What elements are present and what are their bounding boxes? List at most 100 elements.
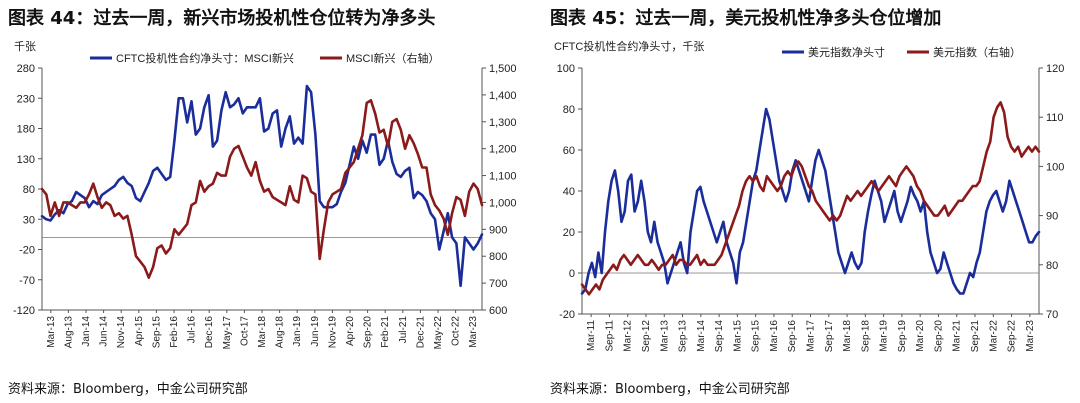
series-line-left-axis [40,84,484,288]
x-tick-label: May-22 [433,316,444,350]
right-tick-label: 1,300 [489,117,517,129]
chart-svg: 千张 280 230 180 130 80 30 -20 -70 -120 1,500 1,400 1,… [13,40,517,350]
left-tick-label: 80 [563,104,575,116]
x-tick-label: Jun-14 [99,316,110,347]
left-tick-label: -20 [19,245,35,257]
x-tick-label: Mar-18 [257,316,268,348]
left-tick-label: -120 [13,305,35,317]
x-tick-label: Sep-18 [860,320,871,353]
x-tick-label: Mar-13 [46,316,57,348]
right-tick-label: 800 [489,251,507,263]
chart-panel-44: 图表 44：过去一周，新兴市场投机性仓位转为净多头 千张 280 230 180 130… [8,8,517,397]
x-tick-label: Jan-19 [292,316,303,347]
x-tick-label: Mar-13 [659,320,670,352]
chart-source: 资料来源：Bloomberg，中金公司研究部 [8,382,248,397]
right-tick-label: 110 [1046,112,1064,124]
x-tick-label: Apr-15 [134,316,145,346]
left-tick-label: 280 [17,63,35,75]
x-tick-label: Nov-19 [327,316,338,349]
x-tick-label: Sep-19 [897,320,908,353]
x-tick-label: Mar-15 [732,320,743,352]
right-tick-label: 900 [489,224,507,236]
legend-label: MSCI新兴（右轴） [346,51,440,65]
x-tick-label: Mar-17 [806,320,817,352]
x-tick-label: Dec-21 [415,316,426,349]
x-tick-label: Mar-14 [696,320,707,352]
left-tick-label: 40 [563,186,575,198]
unit-label: CFTC投机性合约净头寸，千张 [554,39,704,53]
x-tick-label: Mar-23 [1025,320,1036,352]
x-tick-label: Jun-19 [310,316,321,347]
legend-label: 美元指数净头寸 [808,45,885,59]
left-tick-label: -20 [559,309,575,321]
x-tick-label: Mar-22 [988,320,999,352]
x-tick-label: Mar-18 [842,320,853,352]
x-tick-label: Dec-16 [204,316,215,349]
left-tick-label: 30 [23,214,35,226]
unit-label: 千张 [14,40,36,53]
right-tick-label: 70 [1046,309,1058,321]
x-tick-label: Mar-11 [586,320,597,351]
series-line-right-axis [580,101,1041,296]
x-tick-label: Sep-11 [604,320,615,352]
x-tick-label: Sep-15 [151,316,162,349]
x-tick-label: Jan-14 [81,316,92,347]
x-tick-label: Sep-17 [824,320,835,353]
right-tick-label: 700 [489,278,507,290]
x-tick-label: Oct-17 [239,316,250,346]
chart-title: 图表 45：过去一周，美元投机性净多头仓位增加 [550,8,942,29]
x-tick-label: Jul-21 [398,316,409,344]
left-tick-label: 60 [563,145,575,157]
x-tick-label: Apr-20 [345,316,356,346]
left-tick-label: -70 [19,275,35,287]
x-tick-label: Sep-20 [363,316,374,349]
right-tick-label: 80 [1046,260,1058,272]
x-tick-label: Feb-16 [169,316,180,348]
x-tick-label: Sep-16 [787,320,798,353]
chart-source: 资料来源：Bloomberg，中金公司研究部 [550,382,790,397]
right-tick-label: 1,200 [489,144,517,156]
left-tick-label: 0 [569,268,575,280]
left-tick-label: 100 [557,63,575,75]
x-tick-label: Mar-23 [468,316,479,348]
chart-svg: CFTC投机性合约净头寸，千张 100 80 60 40 20 0 -20 120 110 100 9… [554,39,1064,353]
x-tick-label: Mar-20 [915,320,926,352]
x-tick-label: Sep-20 [933,320,944,353]
x-tick-label: Mar-16 [769,320,780,352]
x-tick-label: Aug-18 [275,316,286,349]
right-tick-label: 120 [1046,63,1064,75]
right-tick-label: 90 [1046,211,1058,223]
x-tick-label: Sep-13 [678,320,689,353]
x-tick-label: Jul-16 [187,316,198,344]
legend-label: CFTC投机性合约净头寸：MSCI新兴 [116,51,294,65]
chart-panel-45: 图表 45：过去一周，美元投机性净多头仓位增加 CFTC投机性合约净头寸，千张 1… [542,0,1080,403]
right-tick-label: 600 [489,305,507,317]
chart-title: 图表 44：过去一周，新兴市场投机性仓位转为净多头 [8,8,436,29]
right-tick-label: 1,500 [489,63,517,75]
x-tick-label: Aug-13 [63,316,74,349]
right-tick-label: 1,100 [489,171,517,183]
legend-label: 美元指数（右轴） [933,45,1021,59]
right-tick-label: 1,000 [489,197,517,209]
x-tick-label: Oct-22 [451,316,462,346]
left-tick-label: 80 [23,184,35,196]
x-tick-label: Feb-21 [380,316,391,348]
x-tick-label: Sep-14 [714,320,725,353]
left-tick-label: 20 [563,227,575,239]
x-tick-label: Mar-19 [879,320,890,352]
left-tick-label: 130 [17,154,35,166]
right-tick-label: 100 [1046,161,1064,173]
series-line-right-axis [40,99,484,280]
right-tick-label: 1,400 [489,90,517,102]
x-tick-label: Nov-14 [116,316,127,349]
left-tick-label: 180 [17,124,35,136]
series-line-left-axis [580,107,1041,295]
x-tick-label: Sep-21 [970,320,981,353]
x-tick-label: May-17 [222,316,233,350]
left-tick-label: 230 [17,93,35,105]
x-tick-label: Sep-22 [1007,320,1018,353]
x-tick-label: Sep-15 [751,320,762,353]
x-tick-label: Sep-12 [641,320,652,353]
x-tick-label: Mar-12 [623,320,634,352]
x-tick-label: Mar-21 [952,320,963,352]
